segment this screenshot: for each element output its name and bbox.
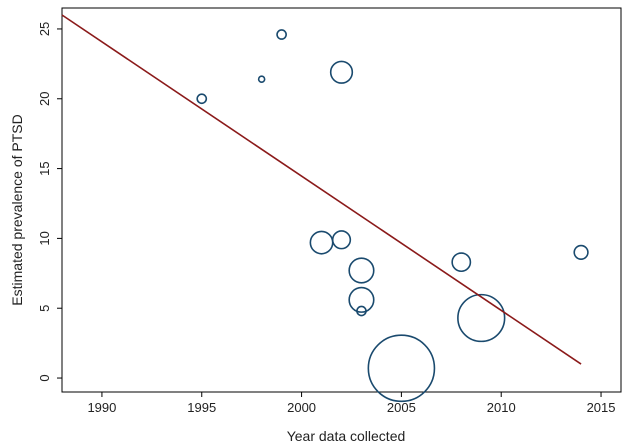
data-point [329,60,354,84]
data-point [196,93,208,105]
y-tick-label: 25 [37,22,52,36]
data-point [348,286,375,313]
x-tick-label: 1995 [187,400,216,415]
fit-line-layer [61,14,582,365]
y-tick-label: 0 [37,374,52,381]
x-tick-label: 2005 [387,400,416,415]
data-point [356,305,367,317]
x-tick-label: 1990 [87,400,116,415]
plot-frame [61,7,622,393]
y-axis-title: Estimated prevalence of PTSD [9,114,25,305]
y-tick-label: 10 [37,231,52,245]
x-axis-ticks: 1990 1995 2000 2005 2010 2015 [87,392,615,415]
data-point [348,257,375,284]
data-point [331,230,352,250]
x-tick-label: 2000 [287,400,316,415]
plot-border [61,7,622,393]
y-tick-label: 20 [37,92,52,106]
y-tick-label: 5 [37,305,52,312]
x-axis-title: Year data collected [287,428,406,444]
data-point [573,244,589,261]
data-point [257,75,266,84]
fit-line [61,14,582,365]
data-points [196,29,589,403]
y-tick-label: 15 [37,161,52,175]
x-tick-label: 2015 [587,400,616,415]
data-point [309,230,334,255]
data-point [367,334,436,403]
data-point [457,293,506,343]
y-axis-ticks: 0 5 10 15 20 25 [37,22,62,382]
data-point [451,252,472,273]
data-point [276,29,287,40]
x-tick-label: 2010 [487,400,516,415]
